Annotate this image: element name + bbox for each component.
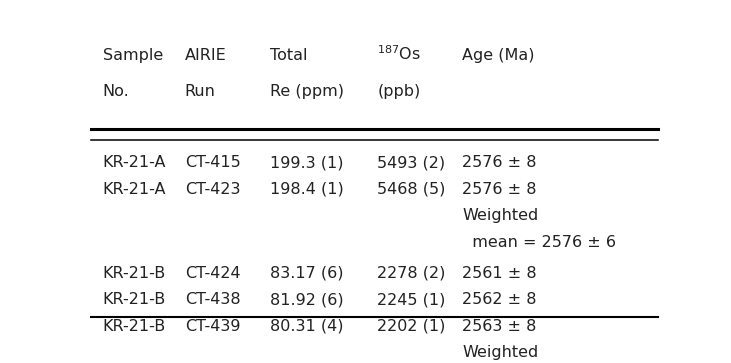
Text: 80.31 (4): 80.31 (4) (270, 319, 344, 334)
Text: CT-439: CT-439 (185, 319, 240, 334)
Text: KR-21-B: KR-21-B (102, 292, 166, 307)
Text: 198.4 (1): 198.4 (1) (270, 182, 344, 197)
Text: No.: No. (102, 85, 129, 99)
Text: 2278 (2): 2278 (2) (377, 266, 446, 281)
Text: CT-423: CT-423 (185, 182, 240, 197)
Text: Total: Total (270, 48, 307, 63)
Text: $^{187}$Os: $^{187}$Os (377, 44, 422, 63)
Text: 2202 (1): 2202 (1) (377, 319, 446, 334)
Text: 5468 (5): 5468 (5) (377, 182, 446, 197)
Text: CT-438: CT-438 (185, 292, 240, 307)
Text: Sample: Sample (102, 48, 163, 63)
Text: 199.3 (1): 199.3 (1) (270, 155, 344, 170)
Text: 2562 ± 8: 2562 ± 8 (463, 292, 537, 307)
Text: 81.92 (6): 81.92 (6) (270, 292, 344, 307)
Text: AIRIE: AIRIE (185, 48, 227, 63)
Text: 2576 ± 8: 2576 ± 8 (463, 182, 537, 197)
Text: 2563 ± 8: 2563 ± 8 (463, 319, 537, 334)
Text: CT-415: CT-415 (185, 155, 240, 170)
Text: KR-21-B: KR-21-B (102, 319, 166, 334)
Text: mean = 2576 ± 6: mean = 2576 ± 6 (463, 235, 616, 250)
Text: Re (ppm): Re (ppm) (270, 85, 344, 99)
Text: KR-21-A: KR-21-A (102, 155, 166, 170)
Text: Weighted: Weighted (463, 346, 539, 360)
Text: KR-21-A: KR-21-A (102, 182, 166, 197)
Text: CT-424: CT-424 (185, 266, 240, 281)
Text: 83.17 (6): 83.17 (6) (270, 266, 344, 281)
Text: Run: Run (185, 85, 216, 99)
Text: 5493 (2): 5493 (2) (377, 155, 446, 170)
Text: Weighted: Weighted (463, 208, 539, 224)
Text: (ppb): (ppb) (377, 85, 421, 99)
Text: Age (Ma): Age (Ma) (463, 48, 535, 63)
Text: 2576 ± 8: 2576 ± 8 (463, 155, 537, 170)
Text: KR-21-B: KR-21-B (102, 266, 166, 281)
Text: 2561 ± 8: 2561 ± 8 (463, 266, 537, 281)
Text: 2245 (1): 2245 (1) (377, 292, 446, 307)
